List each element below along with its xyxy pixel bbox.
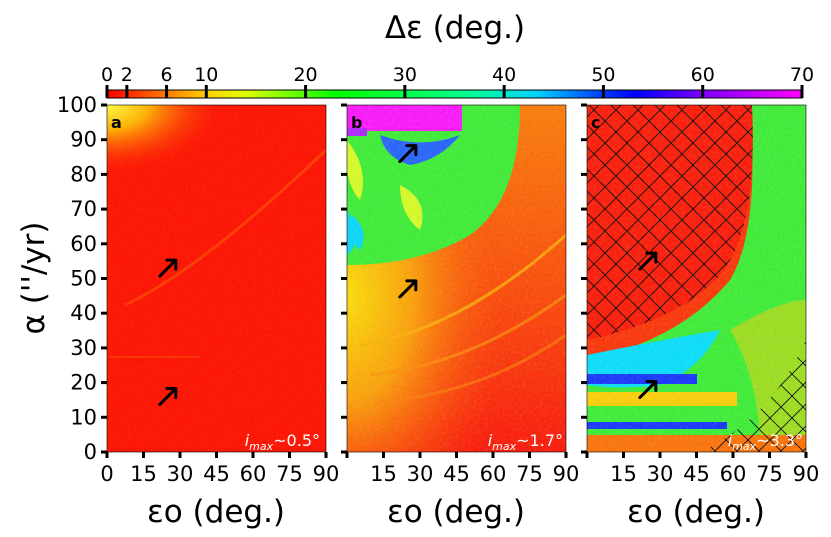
x-tick-label: 45 xyxy=(443,462,470,486)
panel-a-label: a xyxy=(111,113,122,132)
panel-a xyxy=(107,105,326,452)
x-tick-label: 75 xyxy=(756,462,783,486)
x-axis-label-c: εo (deg.) xyxy=(627,494,765,530)
annotation-arrow xyxy=(638,251,658,271)
x-tick-label: 0 xyxy=(100,462,113,486)
colorbar-tick-label: 50 xyxy=(591,64,615,86)
x-tick-label: 75 xyxy=(516,462,543,486)
x-tick-label: 90 xyxy=(313,462,340,486)
colorbar-tick-label: 0 xyxy=(101,64,113,86)
colorbar-title: Δε (deg.) xyxy=(385,10,525,46)
x-axis-label-a: εo (deg.) xyxy=(147,494,285,530)
panel-a-annotation: imax~0.5° xyxy=(245,431,320,453)
y-tick-label: 80 xyxy=(70,162,97,186)
x-tick-label: 60 xyxy=(240,462,267,486)
axes: 0 15 30 45 60 75 90 0 10 20 30 40 50 60 70 80 90 100 15 30 4… xyxy=(57,93,819,486)
y-tick-label: 30 xyxy=(70,336,97,360)
colorbar-tick-label: 2 xyxy=(121,64,133,86)
colorbar: 0 2 6 10 20 30 40 50 60 70 xyxy=(101,64,814,99)
y-axis-label: α (''/yr) xyxy=(16,221,52,334)
colorbar-tick-label: 70 xyxy=(790,64,814,86)
colorbar-tick-label: 30 xyxy=(393,64,417,86)
panel-b-annotation: imax~1.7° xyxy=(488,431,563,453)
y-tick-label: 60 xyxy=(70,232,97,256)
x-tick-label: 15 xyxy=(370,462,397,486)
y-tick-label: 90 xyxy=(70,128,97,152)
annotation-arrow xyxy=(398,144,418,164)
x-tick-label: 15 xyxy=(130,462,157,486)
panel-b xyxy=(347,105,566,452)
y-tick-label: 10 xyxy=(70,405,97,429)
x-tick-label: 30 xyxy=(407,462,434,486)
panel-b-label: b xyxy=(351,113,362,132)
x-tick-label: 60 xyxy=(720,462,747,486)
y-tick-label: 20 xyxy=(70,371,97,395)
x-tick-label: 60 xyxy=(480,462,507,486)
arrows xyxy=(158,144,658,406)
colorbar-gradient xyxy=(106,89,803,99)
x-tick-label: 90 xyxy=(553,462,580,486)
x-tick-label: 75 xyxy=(276,462,303,486)
colorbar-ticks: 0 2 6 10 20 30 40 50 60 70 xyxy=(101,64,814,98)
colorbar-tick-label: 6 xyxy=(161,64,173,86)
x-tick-label: 45 xyxy=(683,462,710,486)
annotation-arrow xyxy=(158,258,178,278)
x-tick-label: 30 xyxy=(647,462,674,486)
y-tick-label: 50 xyxy=(70,267,97,291)
x-axis-label-b: εo (deg.) xyxy=(387,494,525,530)
annotation-arrow xyxy=(158,386,178,406)
y-tick-label: 0 xyxy=(84,440,97,464)
colorbar-tick-label: 60 xyxy=(691,64,715,86)
colorbar-tick-label: 40 xyxy=(492,64,516,86)
annotation-arrow xyxy=(638,380,658,400)
colorbar-tick-label: 20 xyxy=(293,64,317,86)
colorbar-tick-label: 10 xyxy=(194,64,218,86)
x-tick-label: 30 xyxy=(167,462,194,486)
annotation-arrow xyxy=(398,279,418,299)
panel-c-label: c xyxy=(591,113,600,132)
y-tick-label: 70 xyxy=(70,197,97,221)
panel-c xyxy=(587,105,806,452)
x-tick-label: 90 xyxy=(793,462,820,486)
y-tick-label: 40 xyxy=(70,301,97,325)
panel-c-annotation: imax~3.3° xyxy=(728,431,803,453)
x-tick-label: 45 xyxy=(203,462,230,486)
y-tick-label: 100 xyxy=(57,93,97,117)
x-tick-label: 15 xyxy=(610,462,637,486)
